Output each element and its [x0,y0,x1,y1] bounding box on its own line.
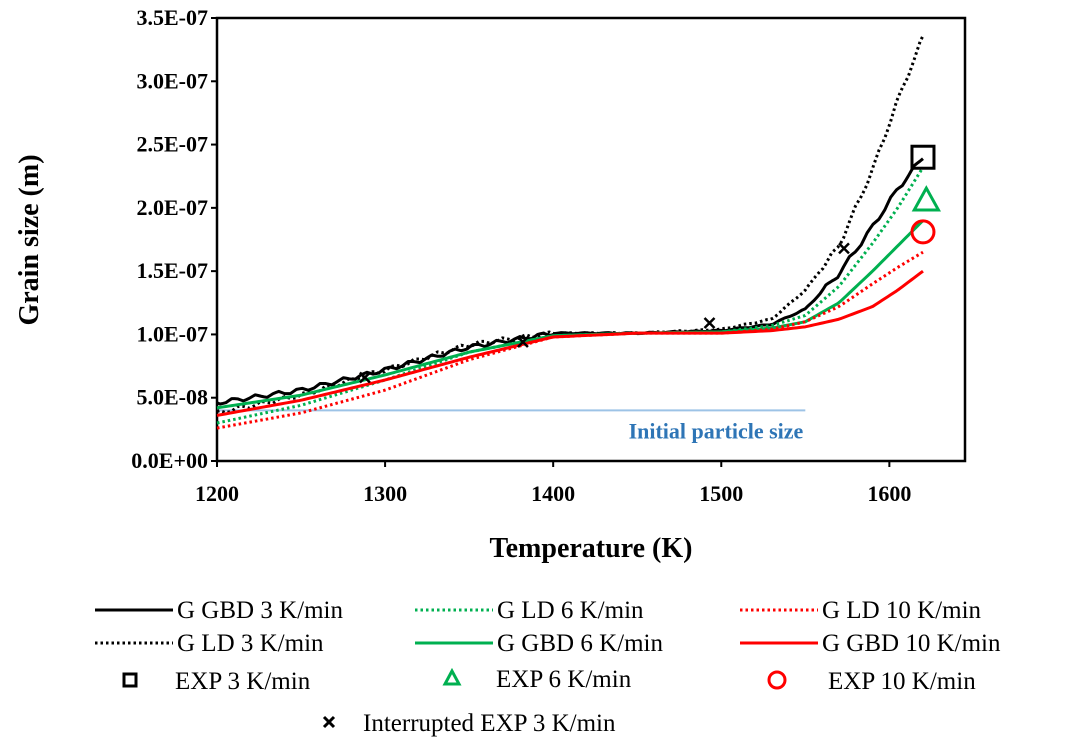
y-tick-label: 1.5E-07 [137,258,209,283]
legend-label: EXP 10 K/min [828,668,976,695]
y-ticks: 0.0E+00 5.0E-08 1.0E-07 1.5E-07 2.0E-07 2.5E-… [131,5,217,473]
series-layer [216,35,925,430]
y-tick-label: 3.0E-07 [137,68,209,93]
legend-marker-entry: EXP 10 K/min [767,668,976,695]
y-axis-title: Grain size (m) [14,154,45,325]
marker-x [517,336,529,348]
x-tick-label: 1300 [363,481,407,506]
legend-label: G GBD 3 K/min [177,597,343,624]
initial-particle-size-label: Initial particle size [629,418,804,443]
y-tick-label: 2.5E-07 [137,132,209,157]
legend-label: G LD 10 K/min [822,597,982,624]
series-line [216,35,925,415]
y-tick-label: 3.5E-07 [137,5,209,30]
series-line [216,219,925,410]
plot-area-frame [215,16,967,463]
legend-marker-entry: EXP 6 K/min [442,666,632,693]
legend-triangle-marker [442,667,462,686]
series-line [216,157,924,406]
legend-square-marker [122,672,138,688]
legend-marker-entry: Interrupted EXP 3 K/min [322,710,616,737]
marker-x [359,371,371,384]
y-tick-label: 2.0E-07 [137,195,209,220]
marker-layer [359,144,941,384]
legend-circle-marker [767,670,787,690]
x-axis-title: Temperature (K) [490,533,693,564]
marker-triangle [911,185,941,212]
legend-label: EXP 6 K/min [496,666,632,693]
legend-label: G LD 3 K/min [177,630,324,657]
legend: G GBD 3 K/min G LD 6 K/min G LD 10 K/min G … [95,597,1001,737]
legend-label: EXP 3 K/min [175,668,311,695]
x-tick-label: 1600 [867,481,911,506]
x-ticks: 1200 1300 1400 1500 1600 [195,461,911,506]
y-tick-label: 1.0E-07 [137,321,209,346]
x-tick-label: 1400 [531,481,575,506]
x-tick-label: 1500 [699,481,743,506]
initial-particle-size-annotation: Initial particle size [217,409,806,443]
legend-label: G GBD 10 K/min [822,630,1001,657]
y-tick-label: 0.0E+00 [131,448,208,473]
y-tick-label: 5.0E-08 [137,385,209,410]
legend-label: Interrupted EXP 3 K/min [363,710,616,737]
series-line [216,250,924,430]
series-line [216,269,924,417]
x-tick-label: 1200 [195,481,239,506]
marker-square [910,144,936,170]
legend-x-marker [322,715,336,729]
legend-label: G GBD 6 K/min [497,630,663,657]
marker-x [703,317,716,329]
legend-marker-entry: EXP 3 K/min [122,668,311,695]
marker-circle [910,219,936,245]
marker-x [838,242,850,255]
legend-label: G LD 6 K/min [497,597,644,624]
